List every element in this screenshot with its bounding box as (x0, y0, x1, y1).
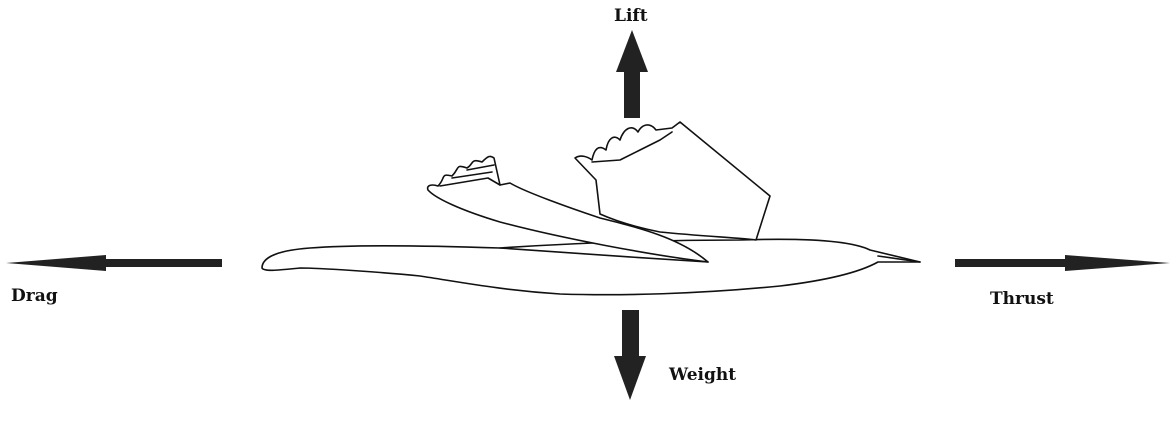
lift-arrow (616, 30, 648, 118)
thrust-label: Thrust (990, 289, 1054, 309)
lift-label: Lift (614, 6, 648, 26)
drag-label: Drag (11, 286, 58, 306)
weight-arrow (614, 310, 646, 400)
drag-arrow (6, 255, 222, 271)
weight-label: Weight (669, 365, 737, 385)
bird-icon (261, 121, 921, 296)
thrust-arrow (955, 255, 1170, 271)
